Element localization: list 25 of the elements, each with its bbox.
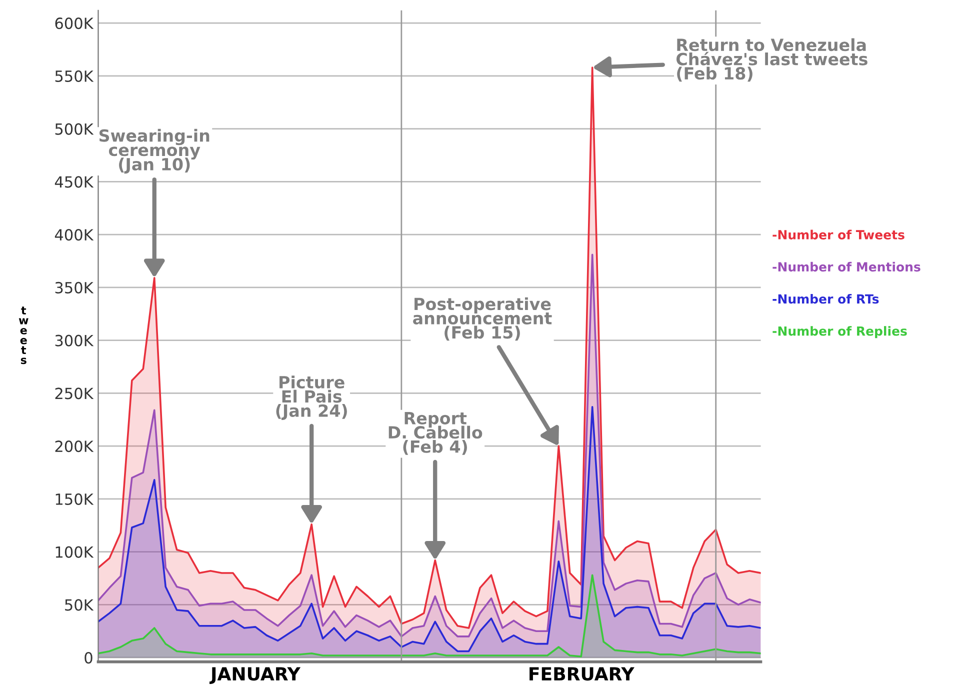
y-tick-label: 250K <box>55 388 94 400</box>
annotation: Post-operative announcement (Feb 15) <box>413 297 552 341</box>
y-tick-label: 450K <box>54 176 94 188</box>
annotation: Report D. Cabello (Feb 4) <box>388 412 482 455</box>
y-tick-label: 400K <box>54 229 94 241</box>
text: -Number of Mentions <box>772 262 920 272</box>
text: -Number of Tweets <box>772 230 904 240</box>
x-tick-label: JANUARY <box>210 667 301 684</box>
y-tick-label: 100K <box>56 546 94 558</box>
y-tick-label: 350K <box>55 282 94 294</box>
y-tick-label: 200K <box>55 440 94 452</box>
x-tick-label: FEBRUARY <box>530 667 634 681</box>
y-tick-label: 550K <box>55 70 94 82</box>
annotation: Picture El Pais (Jan 24) <box>276 376 347 420</box>
y-tick-label: 500K <box>55 123 94 135</box>
annotation: Return to Venezuela Chávez's last tweets (Feb 18) <box>676 38 868 82</box>
y-tick-label: 600K <box>55 18 94 30</box>
y-tick-label: 50K <box>65 599 94 611</box>
text: -Number of Replies <box>772 326 907 338</box>
y-tick-label: 0 <box>84 652 92 664</box>
annotation: Swearing-in ceremony (Jan 10) <box>99 128 210 174</box>
y-tick-label: 300K <box>55 334 94 346</box>
text: -Number of RTs <box>772 294 879 304</box>
y-tick-label: 150K <box>56 493 94 505</box>
y-axis-title: tweets <box>18 306 28 364</box>
